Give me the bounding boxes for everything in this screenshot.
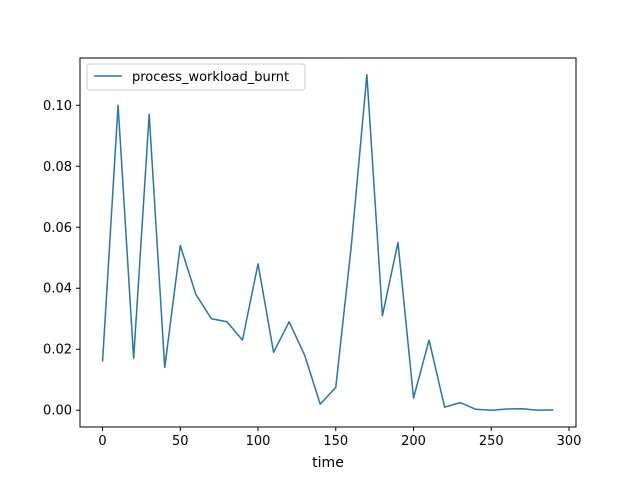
x-tick-label: 100	[246, 434, 271, 449]
legend-label: process_workload_burnt	[132, 70, 289, 85]
axes-frame	[79, 57, 577, 428]
y-tick-label: 0.10	[43, 99, 72, 114]
x-tick-label: 50	[172, 434, 189, 449]
x-tick-label: 250	[479, 434, 504, 449]
x-tick-label: 200	[401, 434, 426, 449]
y-tick-label: 0.04	[43, 282, 72, 297]
legend: process_workload_burnt	[86, 63, 306, 91]
y-tick-label: 0.02	[43, 343, 72, 358]
series-line-process_workload_burnt	[101, 74, 554, 411]
x-tick-label: 0	[98, 434, 106, 449]
plot-layer	[101, 74, 554, 411]
y-tick-label: 0.06	[43, 221, 72, 236]
legend-box	[86, 63, 306, 91]
x-axis-label: time	[312, 455, 344, 471]
x-tick-label: 150	[323, 434, 348, 449]
x-tick-label: 300	[557, 434, 582, 449]
x-axis-ticks: 0 50 100 150 200 250 300	[98, 427, 581, 449]
y-axis-ticks: 0.00 0.02 0.04 0.06 0.08 0.10	[43, 99, 80, 419]
y-tick-label: 0.08	[43, 160, 72, 175]
y-tick-label: 0.00	[43, 404, 72, 419]
